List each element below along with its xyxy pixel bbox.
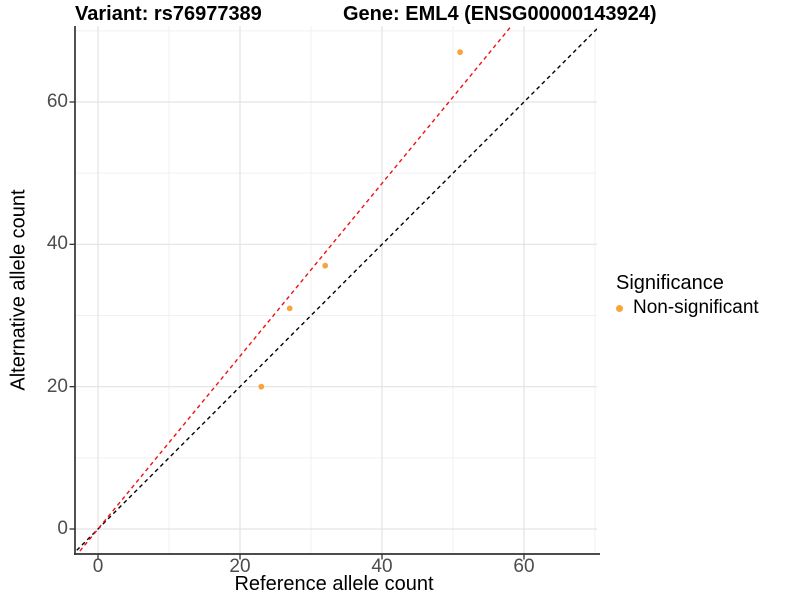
x-axis-title: Reference allele count xyxy=(234,573,434,595)
plot-title-variant: Variant: rs76977389 xyxy=(75,3,262,25)
y-tick-40: 40 xyxy=(46,233,68,254)
x-tick-20: 20 xyxy=(229,556,251,577)
y-axis-title: Alternative allele count xyxy=(7,189,30,391)
legend-key-dot-icon xyxy=(616,304,623,312)
legend-item-non-significant: Non-significant xyxy=(616,297,759,319)
x-tick-0: 0 xyxy=(92,556,104,577)
y-tick-20: 20 xyxy=(46,376,68,397)
legend-title: Significance xyxy=(616,272,724,294)
x-tick-40: 40 xyxy=(371,556,393,577)
legend-item-label: Non-significant xyxy=(633,297,759,318)
y-tick-0: 0 xyxy=(57,518,68,539)
x-tick-60: 60 xyxy=(513,556,535,577)
plot-title-gene: Gene: EML4 (ENSG00000143924) xyxy=(343,3,657,25)
y-tick-60: 60 xyxy=(46,91,68,112)
legend: Significance Non-significant xyxy=(616,272,759,319)
